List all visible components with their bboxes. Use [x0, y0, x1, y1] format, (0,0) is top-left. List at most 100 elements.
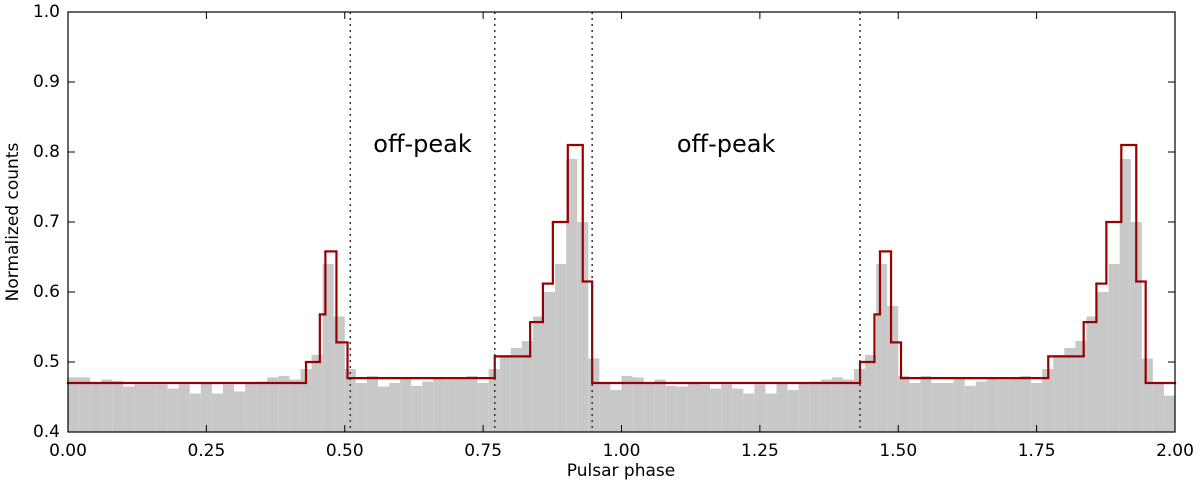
histogram-bar — [444, 379, 456, 432]
histogram-bar — [422, 381, 434, 432]
histogram-bar — [1020, 376, 1032, 432]
histogram-bar — [566, 159, 578, 432]
histogram-bar — [898, 376, 910, 432]
y-tick-label: 0.8 — [33, 142, 60, 162]
histogram-bar — [278, 376, 290, 432]
histogram-bar — [355, 383, 367, 432]
histogram-bar — [765, 393, 777, 432]
histogram-bar — [256, 381, 268, 432]
histogram-bar — [577, 222, 589, 432]
histogram-bar — [178, 384, 190, 432]
x-axis-label: Pulsar phase — [567, 461, 675, 481]
histogram-bar — [1130, 222, 1142, 432]
histogram-bar — [289, 379, 301, 432]
histogram-bar — [876, 264, 888, 432]
histogram-bar — [1042, 369, 1054, 432]
x-tick-label: 0.75 — [464, 441, 502, 461]
histogram-bar — [90, 383, 102, 432]
histogram-bar — [964, 385, 976, 432]
histogram-bar — [366, 376, 378, 432]
y-tick-label: 0.4 — [33, 422, 60, 442]
histogram-bar — [710, 388, 722, 432]
histogram-bar — [134, 384, 146, 432]
y-tick-label: 1.0 — [33, 2, 60, 22]
histogram-bar — [544, 292, 556, 432]
histogram-bar — [400, 377, 412, 432]
histogram-bar — [842, 379, 854, 432]
histogram-bar — [1152, 383, 1164, 432]
histogram-bar — [433, 378, 445, 432]
histogram-bar — [599, 383, 611, 432]
histogram-bar — [200, 383, 212, 432]
annotation: off-peak — [677, 130, 776, 158]
histogram-bar — [1053, 355, 1065, 432]
x-tick-label: 0.50 — [326, 441, 364, 461]
histogram-bar — [211, 393, 223, 432]
histogram-bar — [776, 383, 788, 432]
histogram-bar — [588, 358, 600, 432]
histogram-bar — [322, 264, 334, 432]
histogram-bar — [377, 386, 390, 432]
histogram-bar — [455, 377, 467, 432]
x-tick-label: 1.50 — [879, 441, 917, 461]
histogram-bar — [632, 377, 644, 432]
histogram-bar — [189, 393, 201, 432]
histogram-bar — [610, 390, 622, 432]
y-tick-label: 0.6 — [33, 282, 60, 302]
histogram-bar — [1108, 264, 1120, 432]
x-tick-label: 0.00 — [49, 441, 87, 461]
histogram-bar — [488, 369, 500, 432]
histogram-bar — [676, 386, 688, 432]
x-tick-label: 0.25 — [187, 441, 225, 461]
histogram-bar — [532, 316, 545, 432]
histogram-bar — [245, 383, 257, 432]
x-tick-label: 1.25 — [741, 441, 779, 461]
histogram-bar — [721, 384, 733, 432]
y-tick-label: 0.7 — [33, 212, 60, 232]
histogram-bar — [101, 379, 113, 432]
histogram-bar — [499, 355, 511, 432]
histogram-bar — [820, 379, 832, 432]
histogram-bar — [787, 390, 799, 432]
y-tick-label: 0.9 — [33, 72, 60, 92]
histogram-bar — [931, 383, 943, 432]
histogram-bar — [732, 388, 744, 432]
histogram-bar — [510, 348, 522, 432]
histogram-bar — [1097, 292, 1109, 432]
histogram-bar — [1031, 383, 1043, 432]
y-axis-label: Normalized counts — [3, 143, 23, 302]
histogram-bar — [698, 384, 711, 432]
histogram-bar — [909, 383, 921, 432]
histogram-bar — [477, 383, 489, 432]
histogram-bar — [654, 379, 666, 432]
histogram-bar — [975, 381, 987, 432]
histogram-bar — [798, 383, 810, 432]
histogram-bar — [389, 383, 401, 432]
histogram-bar — [1086, 316, 1098, 432]
histogram-bar — [621, 376, 633, 432]
histogram-bar — [665, 385, 677, 432]
histogram-bar — [953, 377, 965, 432]
histogram-bar — [123, 386, 135, 432]
histogram-bar — [167, 388, 179, 432]
histogram-bar — [333, 316, 345, 432]
histogram-bar — [865, 355, 877, 432]
histogram-bar — [222, 384, 235, 432]
histogram-bar — [1163, 395, 1175, 432]
histogram-bar — [831, 377, 843, 432]
histogram-bar — [997, 379, 1009, 432]
x-tick-label: 1.00 — [603, 441, 641, 461]
histogram-bar — [1075, 341, 1087, 432]
annotation: off-peak — [373, 130, 472, 158]
histogram-bar — [920, 376, 932, 432]
histogram-bar — [267, 377, 279, 432]
x-tick-label: 1.75 — [1018, 441, 1056, 461]
histogram-bar — [466, 376, 478, 432]
histogram-bar — [234, 391, 246, 432]
histogram-bar — [809, 381, 821, 432]
histogram-bar — [555, 264, 567, 432]
y-tick-label: 0.5 — [33, 352, 60, 372]
histogram-bar — [156, 384, 168, 432]
histogram-bar — [643, 383, 655, 432]
